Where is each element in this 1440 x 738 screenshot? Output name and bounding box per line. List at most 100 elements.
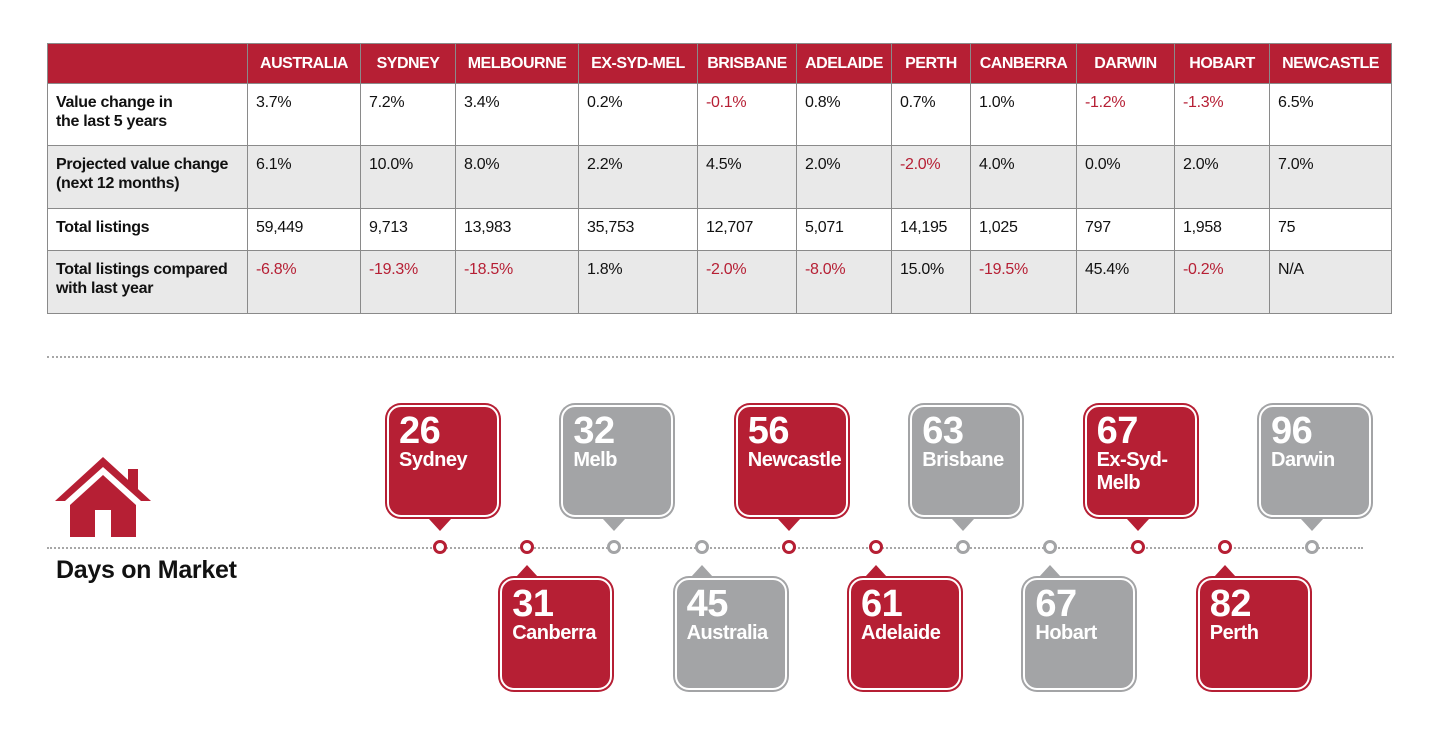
days-callout: 82 Perth	[1197, 578, 1310, 690]
days-value: 63	[922, 410, 964, 452]
table-cell: 0.2%	[578, 83, 698, 146]
row-label-line2: the last 5 years	[56, 113, 167, 130]
row-label-line1: Total listings compared	[56, 261, 228, 278]
days-callout: 56 Newcastle	[735, 405, 848, 517]
table-cell: -19.3%	[360, 250, 456, 314]
table-header: AUSTRALIA SYDNEY MELBOURNE EX-SYD-MEL BR…	[47, 43, 1392, 84]
callout-pointer-down	[1301, 519, 1323, 531]
circle-marker-icon	[520, 540, 535, 554]
circle-marker-icon	[1305, 540, 1319, 554]
callout-pointer-down	[603, 519, 626, 531]
city-label: Darwin	[1271, 449, 1335, 471]
callout-pointer-down	[952, 519, 975, 531]
city-label: Sydney	[399, 449, 468, 471]
days-callout: 67 Ex-Syd- Melb	[1084, 405, 1197, 517]
table-cell: 0.7%	[891, 83, 971, 146]
table-cell: 14,195	[891, 208, 971, 251]
table-cell: 2.0%	[1174, 145, 1270, 209]
table-cell: 59,449	[247, 208, 361, 251]
table-cell: 35,753	[578, 208, 698, 251]
table-cell: 75	[1269, 208, 1392, 251]
table-body: Value change in the last 5 years 3.7% 7.2% 3…	[47, 83, 1392, 314]
property-stats-table: AUSTRALIA SYDNEY MELBOURNE EX-SYD-MEL BR…	[47, 43, 1392, 314]
table-cell: 0.8%	[796, 83, 892, 146]
days-value: 32	[573, 410, 615, 452]
row-label: Total listings compared with last year	[47, 250, 248, 314]
header-cell-darwin: DARWIN	[1076, 43, 1175, 84]
days-value: 67	[1035, 583, 1077, 625]
table-cell: 7.2%	[360, 83, 456, 146]
city-label: Melb	[573, 449, 617, 471]
days-callout: 26 Sydney	[387, 405, 499, 517]
row-label: Projected value change (next 12 months)	[47, 145, 248, 209]
callout-pointer-up	[1039, 565, 1062, 577]
table-cell: -2.0%	[891, 145, 971, 209]
header-cell-perth: PERTH	[891, 43, 971, 84]
days-on-market-title: Days on Market	[56, 556, 237, 584]
table-cell: 1,025	[970, 208, 1077, 251]
header-cell-melbourne: MELBOURNE	[455, 43, 579, 84]
days-value: 82	[1209, 583, 1252, 625]
header-cell-blank	[47, 43, 248, 84]
table-cell: 3.7%	[247, 83, 361, 146]
days-value: 56	[747, 410, 790, 452]
circle-marker-icon	[1043, 540, 1058, 554]
table-cell: 5,071	[796, 208, 892, 251]
city-label: Adelaide	[861, 622, 941, 644]
header-cell-sydney: SYDNEY	[360, 43, 456, 84]
table-row: Value change in the last 5 years 3.7% 7.2% 3…	[47, 83, 1392, 146]
days-callout: 67 Hobart	[1023, 578, 1136, 690]
row-label-line2: (next 12 months)	[56, 175, 180, 192]
days-callout: 45 Australia	[674, 578, 787, 690]
circle-marker-icon	[433, 540, 447, 554]
circle-marker-icon	[694, 540, 709, 554]
header-cell-australia: AUSTRALIA	[247, 43, 361, 84]
header-cell-adelaide: ADELAIDE	[796, 43, 892, 84]
table-cell: 6.1%	[247, 145, 361, 209]
circle-marker-icon	[1217, 540, 1232, 554]
days-callout: 96 Darwin	[1259, 405, 1371, 517]
table-cell: 1.8%	[578, 250, 698, 314]
header-cell-ex-syd-mel: EX-SYD-MEL	[578, 43, 698, 84]
days-value: 26	[399, 410, 441, 452]
days-value: 96	[1271, 410, 1313, 452]
callout-pointer-down	[777, 519, 800, 531]
callout-pointer-up	[516, 565, 539, 577]
table-cell: 15.0%	[891, 250, 971, 314]
header-cell-hobart: HOBART	[1174, 43, 1270, 84]
table-cell: 2.0%	[796, 145, 892, 209]
table-cell: 797	[1076, 208, 1175, 251]
days-value: 67	[1096, 410, 1139, 452]
days-value: 31	[512, 583, 554, 625]
table-cell: -8.0%	[796, 250, 892, 314]
section-divider	[47, 356, 1394, 358]
table-cell: -2.0%	[697, 250, 797, 314]
days-value: 45	[686, 583, 729, 625]
circle-marker-icon	[956, 540, 971, 554]
city-label-line2: Melb	[1096, 472, 1141, 494]
table-cell: 2.2%	[578, 145, 698, 209]
city-label: Perth	[1209, 622, 1259, 644]
days-callout: 31 Canberra	[500, 578, 613, 690]
table-cell: -18.5%	[455, 250, 579, 314]
table-cell: 6.5%	[1269, 83, 1392, 146]
table-row: Total listings 59,449 9,713 13,983 35,753 12,…	[47, 208, 1392, 251]
table-cell: 13,983	[455, 208, 579, 251]
table-cell: 12,707	[697, 208, 797, 251]
house-icon	[55, 457, 151, 537]
table-cell: -0.1%	[697, 83, 797, 146]
table-cell: 8.0%	[455, 145, 579, 209]
table-cell: -1.2%	[1076, 83, 1175, 146]
table-cell: -19.5%	[970, 250, 1077, 314]
table-cell: N/A	[1269, 250, 1392, 314]
callout-pointer-up	[1213, 565, 1236, 577]
table-cell: 4.5%	[697, 145, 797, 209]
days-value: 61	[861, 583, 903, 625]
callout-pointer-up	[690, 565, 713, 577]
circle-marker-icon	[1130, 540, 1145, 554]
circle-marker-icon	[869, 540, 883, 554]
header-cell-brisbane: BRISBANE	[697, 43, 797, 84]
table-row: Total listings compared with last year -6.…	[47, 250, 1392, 314]
city-label: Newcastle	[747, 449, 842, 471]
days-callout: 63 Brisbane	[910, 405, 1023, 517]
